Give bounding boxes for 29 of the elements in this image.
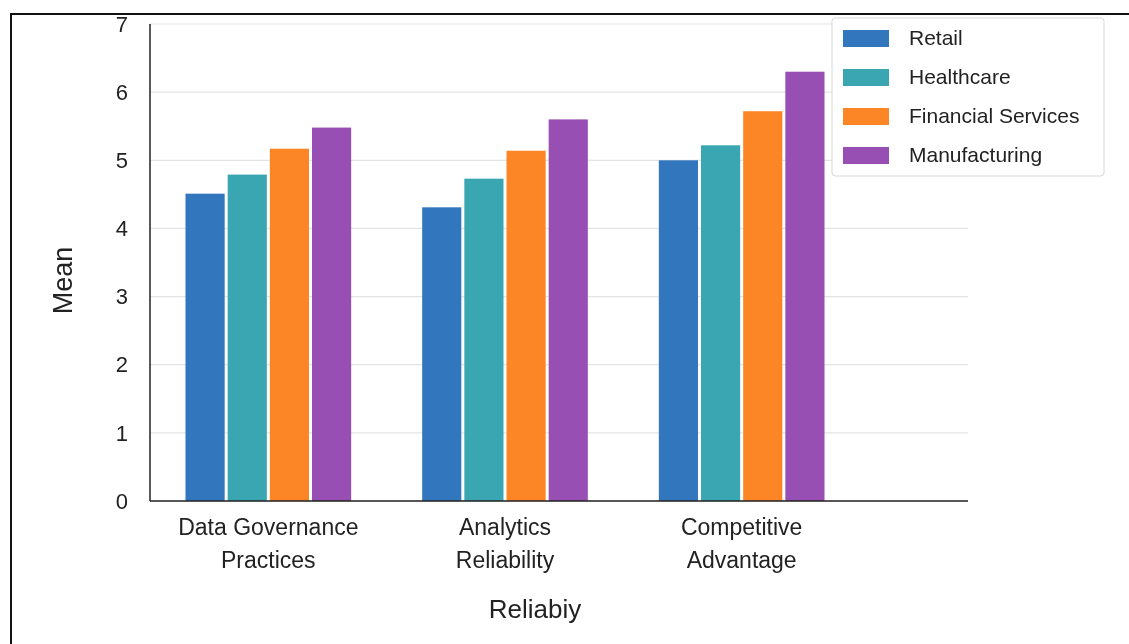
y-axis-title: Mean: [48, 246, 78, 315]
y-tick-label: 4: [115, 216, 128, 242]
bar: [269, 148, 309, 501]
legend-label: Healthcare: [909, 65, 1011, 89]
x-tick-label: Analytics Reliability: [455, 514, 555, 573]
y-tick-label: 0: [115, 488, 128, 514]
bar: [658, 160, 698, 501]
legend-label: Manufacturing: [909, 143, 1043, 167]
bar: [227, 174, 267, 501]
x-tick-label: Competitive Advantage: [680, 514, 803, 573]
x-axis-title: Reliabiy: [488, 594, 582, 624]
legend-label: Financial Services: [909, 104, 1080, 128]
bar: [743, 111, 783, 501]
y-tick-label: 6: [115, 79, 128, 105]
bar: [548, 119, 588, 501]
y-tick-label: 5: [115, 147, 128, 173]
bar: [464, 178, 504, 501]
y-tick-label: 7: [115, 11, 128, 37]
bar: [312, 127, 352, 501]
bar: [701, 145, 741, 501]
bar: [506, 150, 546, 501]
y-tick-label: 1: [115, 420, 128, 446]
y-tick-label: 2: [115, 352, 128, 378]
bar: [185, 193, 225, 501]
legend-label: Retail: [909, 26, 963, 50]
bar: [785, 71, 825, 501]
x-tick-label: Data Governance Practices: [178, 514, 359, 573]
y-tick-label: 3: [115, 284, 128, 310]
bar: [422, 207, 462, 501]
